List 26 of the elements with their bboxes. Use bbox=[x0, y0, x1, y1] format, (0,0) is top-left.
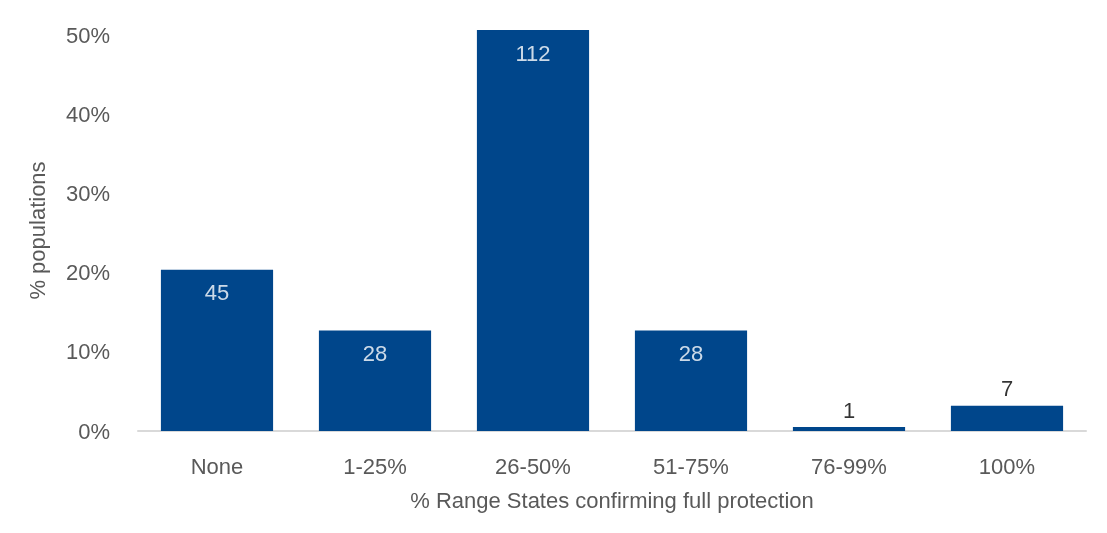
annotation: 45 bbox=[204, 280, 230, 306]
bar bbox=[950, 405, 1064, 431]
annotation: 28 bbox=[362, 341, 388, 367]
y-tick-label: 20% bbox=[65, 260, 110, 286]
bar bbox=[318, 330, 432, 431]
y-tick-label: 30% bbox=[65, 181, 110, 207]
annotation: 1 bbox=[842, 397, 856, 423]
bar bbox=[792, 427, 906, 431]
bar bbox=[634, 330, 748, 431]
bar bbox=[476, 30, 590, 431]
y-axis-title: % populations bbox=[24, 161, 50, 300]
x-tick-label: 100% bbox=[978, 453, 1036, 479]
x-tick-label: 76-99% bbox=[811, 453, 887, 479]
annotation: 112 bbox=[515, 40, 551, 66]
x-tick-label: 1-25% bbox=[343, 453, 407, 479]
y-tick-label: 10% bbox=[65, 339, 110, 365]
x-tick-label: None bbox=[190, 453, 244, 479]
x-axis-title: % Range States confirming full protection bbox=[410, 487, 814, 513]
x-tick-label: 26-50% bbox=[495, 453, 571, 479]
x-tick-label: 51-75% bbox=[653, 453, 729, 479]
annotation: 7 bbox=[1000, 376, 1014, 402]
y-tick-label: 50% bbox=[65, 23, 110, 49]
annotation: 28 bbox=[678, 341, 704, 367]
bar bbox=[160, 269, 274, 431]
y-tick-label: 0% bbox=[78, 418, 110, 444]
y-tick-label: 40% bbox=[65, 102, 110, 128]
